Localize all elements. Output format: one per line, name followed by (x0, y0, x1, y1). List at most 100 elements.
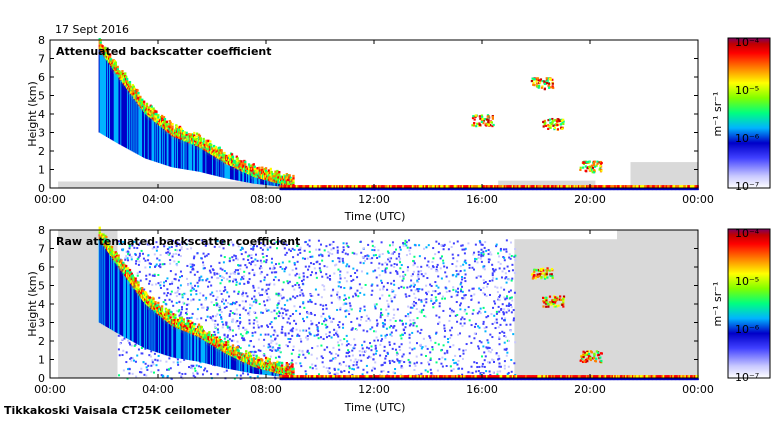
noise-pixel (221, 269, 223, 271)
noise-pixel (207, 316, 209, 318)
noise-pixel (347, 253, 349, 255)
noise-pixel (356, 318, 358, 320)
noise-pixel (425, 292, 427, 294)
noise-pixel (263, 355, 265, 357)
noise-pixel (449, 308, 451, 310)
noise-pixel (460, 318, 462, 320)
noise-pixel (372, 245, 374, 247)
noise-pixel (338, 344, 340, 346)
noise-pixel (331, 243, 333, 245)
noise-pixel (398, 253, 400, 255)
noise-pixel (333, 329, 335, 331)
noise-pixel (148, 283, 150, 285)
noise-pixel (125, 255, 127, 257)
noise-pixel (502, 303, 504, 305)
noise-pixel (417, 317, 419, 319)
noise-pixel (414, 262, 416, 264)
noise-pixel (401, 264, 403, 266)
noise-pixel (409, 253, 411, 255)
cloud-pixel (552, 120, 554, 122)
noise-pixel (130, 360, 132, 362)
noise-pixel (229, 260, 231, 262)
noise-pixel (469, 319, 471, 321)
noise-pixel (258, 326, 260, 328)
noise-pixel (432, 348, 434, 350)
noise-pixel (139, 371, 141, 373)
x-tick-label: 04:00 (142, 193, 174, 206)
noise-pixel (244, 329, 246, 331)
noise-pixel (304, 330, 306, 332)
cloud-pixel (591, 165, 593, 167)
noise-pixel (325, 324, 327, 326)
noise-pixel (513, 317, 515, 319)
noise-pixel (375, 345, 377, 347)
noise-pixel (360, 241, 362, 243)
noise-pixel (462, 358, 464, 360)
noise-pixel (169, 299, 171, 301)
cloud-pixel (549, 118, 551, 120)
noise-pixel (320, 345, 322, 347)
noise-pixel (236, 320, 238, 322)
noise-pixel (496, 311, 498, 313)
noise-pixel (156, 248, 158, 250)
noise-pixel (503, 289, 505, 291)
noise-pixel (493, 371, 495, 373)
noise-pixel (382, 288, 384, 290)
noise-pixel (394, 263, 396, 265)
noise-pixel (210, 293, 212, 295)
noise-pixel (296, 282, 298, 284)
noise-pixel (249, 323, 251, 325)
noise-pixel (488, 249, 490, 251)
noise-pixel (232, 329, 234, 331)
noise-pixel (352, 295, 354, 297)
noise-pixel (208, 281, 210, 283)
noise-pixel (484, 311, 486, 313)
noise-pixel (226, 306, 228, 308)
noise-pixel (378, 256, 380, 258)
noise-pixel (387, 352, 389, 354)
noise-pixel (126, 351, 128, 353)
noise-pixel (149, 266, 151, 268)
noise-pixel (291, 359, 293, 361)
noise-pixel (452, 286, 454, 288)
noise-pixel (511, 255, 513, 257)
noise-pixel (413, 305, 415, 307)
noise-pixel (498, 326, 500, 328)
noise-pixel (482, 345, 484, 347)
noise-pixel (473, 252, 475, 254)
noise-pixel (271, 350, 273, 352)
noise-pixel (375, 347, 377, 349)
noise-pixel (232, 280, 234, 282)
noise-pixel (409, 347, 411, 349)
noise-pixel (464, 280, 466, 282)
noise-pixel (461, 316, 463, 318)
noise-pixel (191, 317, 193, 319)
noise-pixel (200, 304, 202, 306)
noise-pixel (299, 294, 301, 296)
noise-pixel (226, 370, 228, 372)
layer-pixel (215, 146, 217, 148)
noise-pixel (364, 309, 366, 311)
noise-pixel (380, 340, 382, 342)
noise-pixel (497, 291, 499, 293)
noise-pixel (499, 332, 501, 334)
noise-pixel (387, 303, 389, 305)
y-tick-label: 6 (38, 71, 45, 84)
layer-pixel (124, 72, 126, 74)
noise-pixel (265, 334, 267, 336)
noise-pixel (223, 371, 225, 373)
noise-pixel (254, 351, 256, 353)
noise-pixel (258, 287, 260, 289)
noise-pixel (300, 365, 302, 367)
noise-pixel (142, 253, 144, 255)
noise-pixel (393, 280, 395, 282)
noise-pixel (438, 321, 440, 323)
noise-pixel (317, 334, 319, 336)
noise-pixel (225, 322, 227, 324)
noise-pixel (461, 249, 463, 251)
cloud-pixel (593, 169, 595, 171)
noise-pixel (325, 304, 327, 306)
noise-pixel (343, 370, 345, 372)
noise-pixel (436, 285, 438, 287)
noise-pixel (382, 325, 384, 327)
